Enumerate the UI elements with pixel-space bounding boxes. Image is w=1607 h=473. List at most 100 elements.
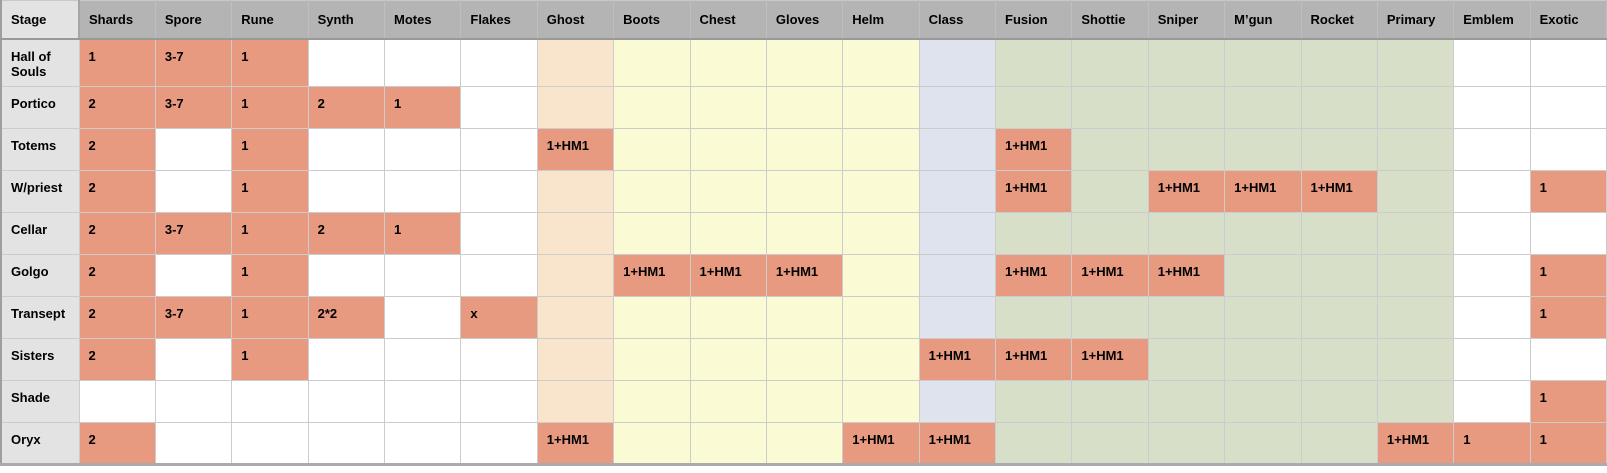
cell-totems-chest[interactable] <box>689 128 767 171</box>
cell-totems-synth[interactable] <box>307 128 386 171</box>
cell-w-priest-motes[interactable] <box>383 170 462 213</box>
cell-oryx-fusion[interactable] <box>994 422 1073 465</box>
cell-cellar-shards[interactable]: 2 <box>78 212 156 255</box>
cell-oryx-gloves[interactable] <box>765 422 844 465</box>
cell-oryx-flakes[interactable] <box>460 422 538 465</box>
cell-hall-of-souls-synth[interactable] <box>307 38 386 87</box>
cell-hall-of-souls-ghost[interactable] <box>536 38 615 87</box>
cell-shade-exotic[interactable]: 1 <box>1529 380 1607 423</box>
cell-transept-gloves[interactable] <box>765 296 844 339</box>
cell-portico-fusion[interactable] <box>994 86 1073 129</box>
cell-golgo-rune[interactable]: 1 <box>231 254 309 297</box>
cell-oryx-synth[interactable] <box>307 422 386 465</box>
cell-transept-boots[interactable] <box>613 296 691 339</box>
cell-transept-exotic[interactable]: 1 <box>1529 296 1607 339</box>
cell-w-priest-rune[interactable]: 1 <box>231 170 309 213</box>
cell-hall-of-souls-fusion[interactable] <box>994 38 1073 87</box>
cell-totems-shottie[interactable] <box>1071 128 1149 171</box>
cell-shade-emblem[interactable] <box>1453 380 1531 423</box>
stage-cell-portico[interactable]: Portico <box>0 86 80 129</box>
cell-oryx-emblem[interactable]: 1 <box>1453 422 1531 465</box>
cell-w-priest-rocket[interactable]: 1+HM1 <box>1300 170 1378 213</box>
cell-transept-fusion[interactable] <box>994 296 1073 339</box>
cell-oryx-m-gun[interactable] <box>1224 422 1302 465</box>
cell-w-priest-boots[interactable] <box>613 170 691 213</box>
cell-sisters-primary[interactable] <box>1376 338 1455 381</box>
cell-golgo-shards[interactable]: 2 <box>78 254 156 297</box>
cell-cellar-motes[interactable]: 1 <box>383 212 462 255</box>
cell-golgo-spore[interactable] <box>154 254 233 297</box>
cell-golgo-m-gun[interactable] <box>1224 254 1302 297</box>
cell-transept-helm[interactable] <box>842 296 920 339</box>
cell-transept-synth[interactable]: 2*2 <box>307 296 386 339</box>
cell-sisters-emblem[interactable] <box>1453 338 1531 381</box>
cell-cellar-gloves[interactable] <box>765 212 844 255</box>
cell-transept-rocket[interactable] <box>1300 296 1378 339</box>
cell-oryx-primary[interactable]: 1+HM1 <box>1376 422 1455 465</box>
cell-hall-of-souls-flakes[interactable] <box>460 38 538 87</box>
cell-golgo-boots[interactable]: 1+HM1 <box>613 254 691 297</box>
cell-w-priest-chest[interactable] <box>689 170 767 213</box>
cell-portico-motes[interactable]: 1 <box>383 86 462 129</box>
cell-oryx-sniper[interactable] <box>1147 422 1226 465</box>
cell-oryx-spore[interactable] <box>154 422 233 465</box>
cell-shade-helm[interactable] <box>842 380 920 423</box>
cell-hall-of-souls-shottie[interactable] <box>1071 38 1149 87</box>
cell-hall-of-souls-motes[interactable] <box>383 38 462 87</box>
cell-oryx-shards[interactable]: 2 <box>78 422 156 465</box>
cell-hall-of-souls-gloves[interactable] <box>765 38 844 87</box>
cell-shade-sniper[interactable] <box>1147 380 1226 423</box>
cell-totems-boots[interactable] <box>613 128 691 171</box>
cell-cellar-sniper[interactable] <box>1147 212 1226 255</box>
cell-golgo-helm[interactable] <box>842 254 920 297</box>
cell-shade-rune[interactable] <box>231 380 309 423</box>
cell-shade-shottie[interactable] <box>1071 380 1149 423</box>
cell-portico-exotic[interactable] <box>1529 86 1607 129</box>
cell-shade-ghost[interactable] <box>536 380 615 423</box>
cell-portico-rocket[interactable] <box>1300 86 1378 129</box>
cell-oryx-exotic[interactable]: 1 <box>1529 422 1607 465</box>
cell-golgo-rocket[interactable] <box>1300 254 1378 297</box>
cell-shade-synth[interactable] <box>307 380 386 423</box>
cell-totems-rune[interactable]: 1 <box>231 128 309 171</box>
cell-hall-of-souls-class[interactable] <box>918 38 997 87</box>
cell-hall-of-souls-emblem[interactable] <box>1453 38 1531 87</box>
cell-portico-m-gun[interactable] <box>1224 86 1302 129</box>
cell-sisters-chest[interactable] <box>689 338 767 381</box>
cell-hall-of-souls-sniper[interactable] <box>1147 38 1226 87</box>
cell-transept-spore[interactable]: 3-7 <box>154 296 233 339</box>
stage-cell-sisters[interactable]: Sisters <box>0 338 80 381</box>
cell-golgo-flakes[interactable] <box>460 254 538 297</box>
cell-sisters-shottie[interactable]: 1+HM1 <box>1071 338 1149 381</box>
cell-w-priest-spore[interactable] <box>154 170 233 213</box>
cell-transept-primary[interactable] <box>1376 296 1455 339</box>
cell-transept-shards[interactable]: 2 <box>78 296 156 339</box>
cell-portico-shards[interactable]: 2 <box>78 86 156 129</box>
cell-sisters-spore[interactable] <box>154 338 233 381</box>
cell-cellar-chest[interactable] <box>689 212 767 255</box>
stage-cell-totems[interactable]: Totems <box>0 128 80 171</box>
cell-hall-of-souls-boots[interactable] <box>613 38 691 87</box>
cell-hall-of-souls-rocket[interactable] <box>1300 38 1378 87</box>
cell-transept-chest[interactable] <box>689 296 767 339</box>
cell-golgo-chest[interactable]: 1+HM1 <box>689 254 767 297</box>
cell-shade-rocket[interactable] <box>1300 380 1378 423</box>
cell-hall-of-souls-helm[interactable] <box>842 38 920 87</box>
cell-transept-ghost[interactable] <box>536 296 615 339</box>
cell-totems-shards[interactable]: 2 <box>78 128 156 171</box>
cell-sisters-gloves[interactable] <box>765 338 844 381</box>
cell-w-priest-synth[interactable] <box>307 170 386 213</box>
cell-w-priest-emblem[interactable] <box>1453 170 1531 213</box>
cell-cellar-fusion[interactable] <box>994 212 1073 255</box>
cell-portico-class[interactable] <box>918 86 997 129</box>
cell-w-priest-sniper[interactable]: 1+HM1 <box>1147 170 1226 213</box>
cell-shade-primary[interactable] <box>1376 380 1455 423</box>
cell-golgo-primary[interactable] <box>1376 254 1455 297</box>
cell-w-priest-helm[interactable] <box>842 170 920 213</box>
cell-totems-spore[interactable] <box>154 128 233 171</box>
cell-portico-boots[interactable] <box>613 86 691 129</box>
cell-cellar-ghost[interactable] <box>536 212 615 255</box>
cell-transept-flakes[interactable]: x <box>460 296 538 339</box>
cell-shade-chest[interactable] <box>689 380 767 423</box>
cell-oryx-chest[interactable] <box>689 422 767 465</box>
